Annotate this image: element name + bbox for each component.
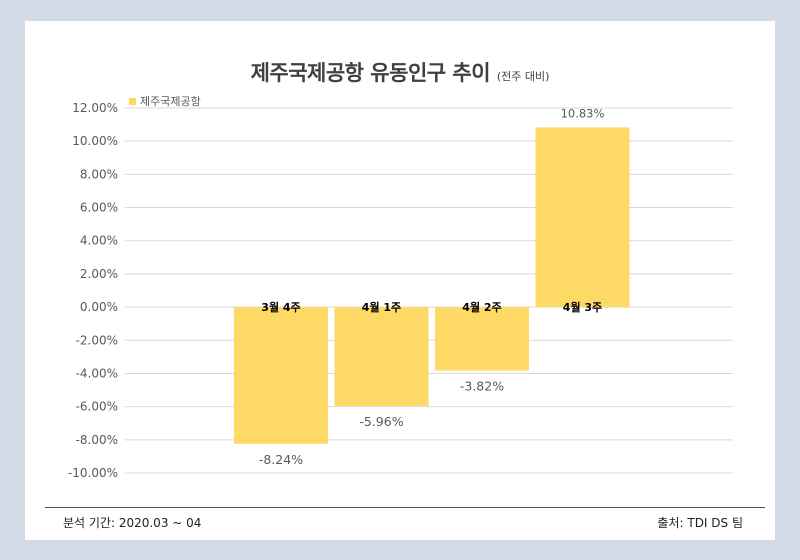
- legend-swatch: [129, 98, 136, 105]
- bar-1: [234, 307, 328, 444]
- y-tick-label: -2.00%: [76, 333, 118, 347]
- data-label: -3.82%: [460, 378, 504, 393]
- bar-2: [334, 307, 429, 406]
- y-tick-label: -6.00%: [76, 400, 118, 414]
- y-tick-label: -8.00%: [76, 433, 118, 447]
- y-tick-label: 12.00%: [72, 101, 118, 115]
- category-label: 4월 3주: [563, 300, 602, 314]
- category-label: 4월 1주: [362, 300, 401, 314]
- source-credit: 출처: TDI DS 팀: [657, 516, 743, 530]
- data-label: -8.24%: [259, 452, 303, 467]
- y-tick-label: 10.00%: [72, 134, 118, 148]
- legend-label: 제주국제공항: [140, 95, 201, 108]
- y-tick-label: 4.00%: [80, 234, 118, 248]
- bar-3: [435, 307, 529, 371]
- y-tick-label: -10.00%: [68, 466, 118, 480]
- chart-card: 제주국제공항 유동인구 추이 (전주 대비) -10.00% -8.00% -6.0…: [25, 21, 775, 540]
- y-tick-label: 2.00%: [80, 267, 118, 281]
- data-label: 10.83%: [561, 106, 605, 120]
- y-tick-label: -4.00%: [76, 366, 118, 380]
- bar-chart: -10.00% -8.00% -6.00% -4.00% -2.00% 0.00% 2.00…: [68, 95, 733, 480]
- category-label: 4월 2주: [462, 300, 501, 314]
- chart-title-text: 제주국제공항 유동인구 추이: [250, 61, 491, 85]
- y-tick-label: 0.00%: [80, 300, 118, 314]
- y-tick-label: 8.00%: [80, 167, 118, 181]
- data-label: -5.96%: [359, 414, 403, 429]
- y-tick-label: 6.00%: [80, 201, 118, 215]
- analysis-period: 분석 기간: 2020.03 ~ 04: [63, 516, 202, 530]
- chart-title: 제주국제공항 유동인구 추이 (전주 대비): [25, 57, 775, 87]
- bar-4: [535, 127, 630, 308]
- category-label: 3월 4주: [261, 300, 300, 314]
- footer-divider: [45, 507, 765, 508]
- chart-subtitle: (전주 대비): [496, 70, 550, 83]
